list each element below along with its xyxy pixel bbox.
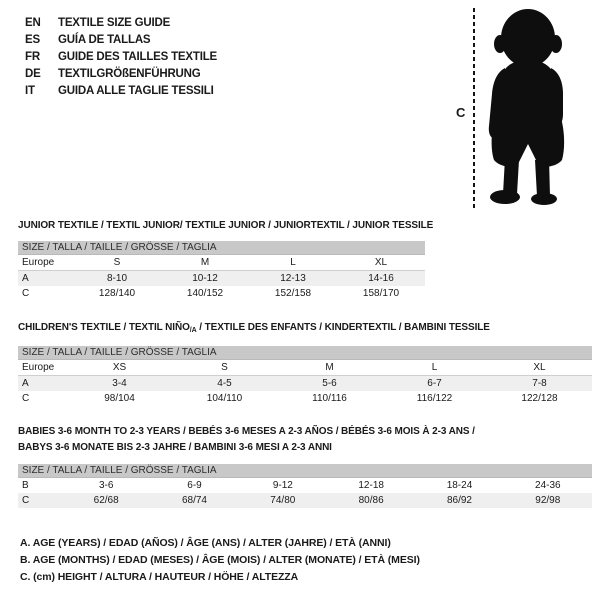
table-row: Europe S M L XL	[18, 255, 425, 271]
size-value-cell: 12-18	[358, 480, 384, 491]
language-item: EN TEXTILE SIZE GUIDE	[25, 14, 217, 31]
size-value-cell: L	[431, 362, 438, 373]
table-row: B 3-6 6-9 9-12 12-18 18-24 24-36	[18, 478, 592, 493]
size-value-cell: 62/68	[93, 495, 119, 506]
size-value-cell: 14-16	[368, 273, 394, 284]
language-code: EN	[25, 16, 41, 29]
size-value-cell: XL	[374, 257, 388, 268]
language-list: EN TEXTILE SIZE GUIDE ES GUÍA DE TALLAS …	[25, 14, 217, 99]
babies-title-line1: BABIES 3-6 MONTH TO 2-3 YEARS / BEBÉS 3-…	[18, 426, 475, 437]
language-item: DE TEXTILGRÖßENFÜHRUNG	[25, 65, 217, 82]
size-value-cell: 140/152	[186, 288, 224, 299]
row-label-cell: Europe	[22, 257, 55, 268]
size-value-cell: 6-7	[427, 378, 442, 389]
children-title-prefix: CHILDREN'S TEXTILE / TEXTIL NIÑO	[18, 322, 190, 333]
row-label-cell: C	[22, 288, 30, 299]
size-value-cell: 116/122	[416, 393, 453, 404]
size-header-bar: SIZE / TALLA / TAILLE / GRÖSSE / TAGLIA	[18, 346, 592, 360]
baby-silhouette	[488, 9, 565, 205]
language-title: TEXTILGRÖßENFÜHRUNG	[58, 67, 201, 80]
language-code: FR	[25, 50, 40, 63]
size-value-cell: 128/140	[98, 288, 136, 299]
size-value-cell: 92/98	[535, 495, 561, 506]
row-label-cell: B	[22, 480, 29, 491]
size-value-cell: XL	[533, 362, 546, 373]
size-value-cell: 6-9	[187, 480, 202, 491]
size-value-cell: 10-12	[192, 273, 218, 284]
babies-table-title: BABIES 3-6 MONTH TO 2-3 YEARS / BEBÉS 3-…	[18, 424, 475, 456]
size-value-cell: 152/158	[274, 288, 312, 299]
size-value-cell: 18-24	[446, 480, 473, 491]
size-value-cell: 7-8	[532, 378, 547, 389]
legend-note-c: C. (cm) HEIGHT / ALTURA / HAUTEUR / HÖHE…	[20, 571, 299, 583]
table-row: C 62/68 68/74 74/80 80/86 86/92 92/98	[18, 493, 592, 508]
height-measure-label: C	[456, 105, 466, 120]
language-title: GUIDE DES TAILLES TEXTILE	[58, 50, 217, 63]
size-value-cell: 86/92	[446, 495, 472, 506]
size-header-bar: SIZE / TALLA / TAILLE / GRÖSSE / TAGLIA	[18, 241, 425, 255]
size-value-cell: 110/116	[312, 393, 347, 404]
children-title-suffix: / TEXTILE DES ENFANTS / KINDERTEXTIL / B…	[196, 322, 490, 333]
size-value-cell: 24-36	[535, 480, 561, 491]
size-value-cell: 74/80	[270, 495, 296, 506]
table-row: Europe XS S M L XL	[18, 360, 592, 376]
size-value-cell: 9-12	[272, 480, 293, 491]
table-row: C 128/140 140/152 152/158 158/170	[18, 286, 425, 301]
children-title-subscript: /A	[189, 327, 197, 334]
size-value-cell: 104/110	[206, 393, 243, 404]
size-value-cell: 80/86	[358, 495, 384, 506]
table-row: A 3-4 4-5 5-6 6-7 7-8	[18, 376, 592, 391]
table-row: A 8-10 10-12 12-13 14-16	[18, 271, 425, 286]
language-item: FR GUIDE DES TAILLES TEXTILE	[25, 48, 217, 65]
row-label-cell: A	[22, 273, 29, 284]
children-size-table: SIZE / TALLA / TAILLE / GRÖSSE / TAGLIA …	[18, 346, 592, 406]
size-value-cell: 98/104	[104, 393, 135, 404]
language-title: GUIDA ALLE TAGLIE TESSILI	[58, 84, 214, 97]
size-value-cell: 8-10	[106, 273, 127, 284]
size-value-cell: 3-4	[112, 378, 127, 389]
size-value-cell: M	[200, 257, 210, 268]
language-item: IT GUIDA ALLE TAGLIE TESSILI	[25, 82, 217, 99]
size-value-cell: 3-6	[98, 480, 114, 491]
size-value-cell: 122/128	[521, 393, 558, 404]
legend-notes: A. AGE (YEARS) / EDAD (AÑOS) / ÂGE (ANS)…	[20, 537, 420, 588]
size-value-cell: 5-6	[322, 378, 337, 389]
table-row: C 98/104 104/110 110/116 116/122 122/128	[18, 391, 592, 406]
legend-note-b: B. AGE (MONTHS) / EDAD (MESES) / ÂGE (MO…	[20, 554, 420, 566]
size-value-cell: 12-13	[280, 273, 306, 284]
size-value-cell: 4-5	[217, 378, 232, 389]
children-table-title: CHILDREN'S TEXTILE / TEXTIL NIÑO/A / TEX…	[18, 320, 490, 339]
babies-title-line2: BABYS 3-6 MONATE BIS 2-3 JAHRE / BAMBINI…	[18, 442, 332, 453]
row-label-cell: Europe	[22, 362, 55, 373]
babies-size-table: SIZE / TALLA / TAILLE / GRÖSSE / TAGLIA …	[18, 464, 592, 508]
language-title: GUÍA DE TALLAS	[58, 33, 151, 46]
language-item: ES GUÍA DE TALLAS	[25, 31, 217, 48]
language-title: TEXTILE SIZE GUIDE	[58, 16, 171, 29]
language-code: IT	[25, 84, 35, 97]
size-header-bar: SIZE / TALLA / TAILLE / GRÖSSE / TAGLIA	[18, 464, 592, 478]
row-label-cell: A	[22, 378, 29, 389]
language-code: ES	[25, 33, 40, 46]
size-value-cell: 158/170	[362, 288, 400, 299]
height-measure-dashed-line	[473, 8, 475, 208]
size-value-cell: 68/74	[181, 495, 207, 506]
junior-size-table: SIZE / TALLA / TAILLE / GRÖSSE / TAGLIA …	[18, 241, 425, 301]
legend-note-a: A. AGE (YEARS) / EDAD (AÑOS) / ÂGE (ANS)…	[20, 537, 391, 549]
size-value-cell: XS	[112, 362, 127, 373]
language-code: DE	[25, 67, 41, 80]
size-value-cell: S	[113, 257, 121, 268]
size-value-cell: L	[290, 257, 296, 268]
row-label-cell: C	[22, 393, 30, 404]
size-value-cell: S	[221, 362, 228, 373]
junior-table-title: JUNIOR TEXTILE / TEXTIL JUNIOR/ TEXTILE …	[18, 220, 434, 231]
size-value-cell: M	[325, 362, 334, 373]
row-label-cell: C	[22, 495, 30, 506]
